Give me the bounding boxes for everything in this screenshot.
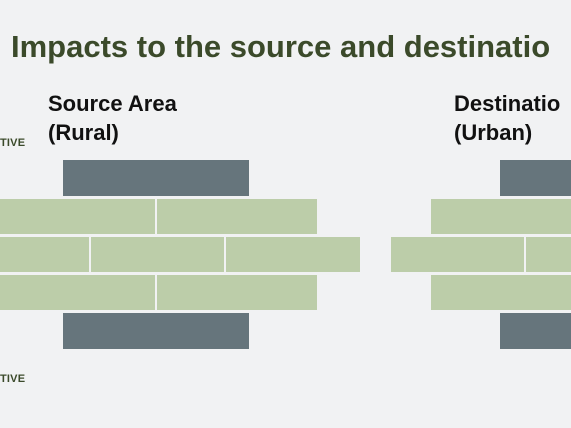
source-bottom-brick bbox=[63, 313, 249, 349]
destination-bottom-brick bbox=[500, 313, 571, 349]
slide-title: Impacts to the source and destinatio bbox=[11, 29, 551, 64]
source-brick-row2-b bbox=[91, 237, 224, 272]
source-brick-row3-right bbox=[157, 275, 317, 310]
destination-area-heading-line2: (Urban) bbox=[454, 120, 533, 145]
positive-label-top: TIVE bbox=[0, 137, 26, 149]
destination-brick-row1 bbox=[431, 199, 571, 234]
source-brick-row2-c bbox=[226, 237, 360, 272]
destination-brick-row2-a bbox=[391, 237, 524, 272]
destination-top-brick bbox=[500, 160, 571, 196]
source-brick-row1-left bbox=[0, 199, 155, 234]
negative-label-bottom: TIVE bbox=[0, 373, 26, 385]
source-top-brick bbox=[63, 160, 249, 196]
source-area-heading: Source Area (Rural) bbox=[48, 89, 177, 147]
destination-brick-row3 bbox=[431, 275, 571, 310]
destination-area-heading: Destinatio (Urban) bbox=[454, 89, 560, 147]
destination-area-heading-line1: Destinatio bbox=[454, 91, 561, 116]
destination-brick-row2-b bbox=[526, 237, 571, 272]
source-brick-row1-right bbox=[157, 199, 317, 234]
source-brick-row3-left bbox=[0, 275, 155, 310]
source-area-heading-line1: Source Area bbox=[48, 91, 177, 116]
source-area-heading-line2: (Rural) bbox=[48, 120, 119, 145]
source-brick-row2-a bbox=[0, 237, 89, 272]
